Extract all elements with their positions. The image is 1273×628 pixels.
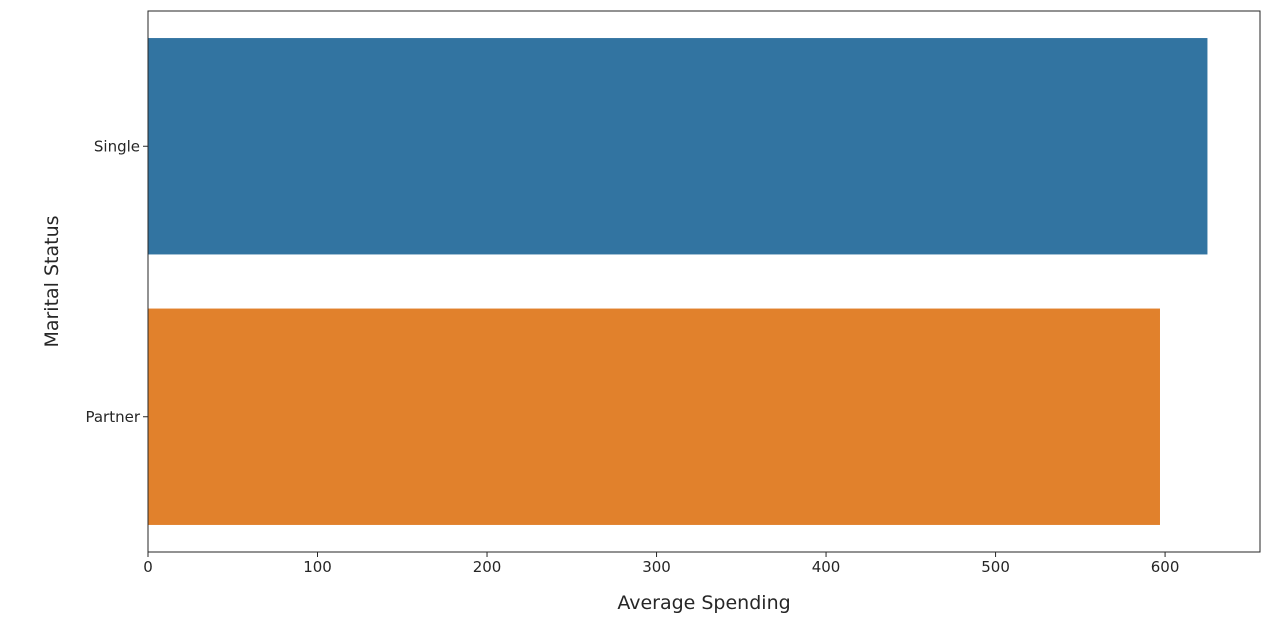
bar-partner: [148, 308, 1160, 525]
y-tick-label: Single: [94, 137, 140, 155]
bar-single: [148, 38, 1208, 255]
x-axis-label: Average Spending: [617, 592, 790, 614]
x-tick-label: 200: [473, 558, 502, 576]
x-tick-label: 400: [812, 558, 841, 576]
y-tick-label: Partner: [85, 408, 140, 426]
plot-frame: [147, 10, 1261, 553]
y-axis-ticks: Single Partner: [85, 137, 148, 426]
bars-group: [148, 38, 1208, 525]
x-axis-ticks: 0 100 200 300 400 500 600: [143, 552, 1179, 576]
x-tick-label: 0: [143, 558, 153, 576]
y-axis-label: Marital Status: [41, 215, 63, 347]
x-tick-label: 100: [303, 558, 332, 576]
x-tick-label: 500: [981, 558, 1010, 576]
x-tick-label: 300: [642, 558, 671, 576]
x-tick-label: 600: [1151, 558, 1180, 576]
